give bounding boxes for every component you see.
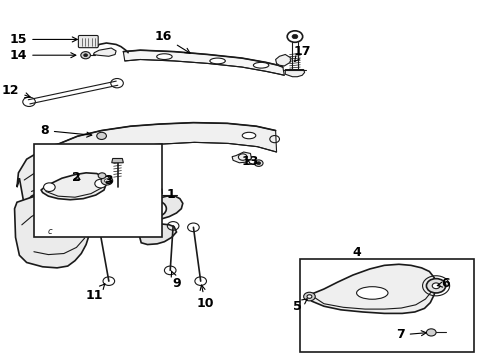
- Circle shape: [104, 179, 109, 183]
- Circle shape: [98, 173, 106, 179]
- Polygon shape: [58, 123, 276, 159]
- Text: 12: 12: [2, 84, 30, 98]
- Circle shape: [97, 132, 106, 139]
- Polygon shape: [41, 173, 106, 200]
- Text: 14: 14: [10, 49, 76, 62]
- Circle shape: [83, 54, 87, 57]
- Text: 15: 15: [10, 33, 77, 46]
- Text: 16: 16: [154, 30, 190, 53]
- Text: 8: 8: [40, 124, 92, 137]
- Text: 9: 9: [171, 271, 181, 290]
- Circle shape: [95, 179, 106, 188]
- Polygon shape: [15, 191, 91, 268]
- Polygon shape: [128, 196, 183, 221]
- Polygon shape: [17, 144, 69, 205]
- Ellipse shape: [242, 132, 255, 139]
- Text: 6: 6: [436, 278, 449, 291]
- Polygon shape: [123, 50, 284, 75]
- Circle shape: [145, 201, 166, 217]
- Text: 17: 17: [293, 45, 310, 62]
- Ellipse shape: [209, 58, 225, 64]
- Text: 5: 5: [292, 299, 306, 313]
- Circle shape: [43, 183, 55, 192]
- Circle shape: [151, 205, 160, 212]
- Text: 3: 3: [104, 174, 113, 186]
- Circle shape: [81, 51, 90, 59]
- Circle shape: [431, 283, 439, 289]
- Text: 10: 10: [196, 285, 214, 310]
- Polygon shape: [275, 54, 290, 66]
- Circle shape: [306, 295, 311, 298]
- Text: 13: 13: [241, 155, 259, 168]
- Ellipse shape: [356, 287, 387, 299]
- Bar: [299, 259, 473, 352]
- Polygon shape: [139, 221, 176, 244]
- Bar: [34, 144, 162, 237]
- Ellipse shape: [253, 62, 268, 68]
- Ellipse shape: [156, 54, 172, 59]
- Text: 7: 7: [395, 328, 426, 341]
- Text: c: c: [47, 227, 52, 236]
- Circle shape: [101, 176, 112, 185]
- Polygon shape: [306, 264, 435, 314]
- Text: 11: 11: [85, 284, 104, 302]
- Circle shape: [291, 35, 297, 39]
- FancyBboxPatch shape: [78, 36, 98, 48]
- Circle shape: [426, 279, 445, 293]
- Text: 1: 1: [166, 188, 175, 201]
- Circle shape: [303, 292, 315, 301]
- Polygon shape: [285, 69, 304, 77]
- Text: 4: 4: [351, 246, 360, 259]
- Circle shape: [256, 162, 260, 165]
- Polygon shape: [93, 48, 116, 56]
- Polygon shape: [232, 152, 251, 163]
- Circle shape: [254, 160, 263, 166]
- Text: 2: 2: [72, 171, 81, 184]
- Polygon shape: [111, 158, 123, 163]
- Circle shape: [426, 329, 435, 336]
